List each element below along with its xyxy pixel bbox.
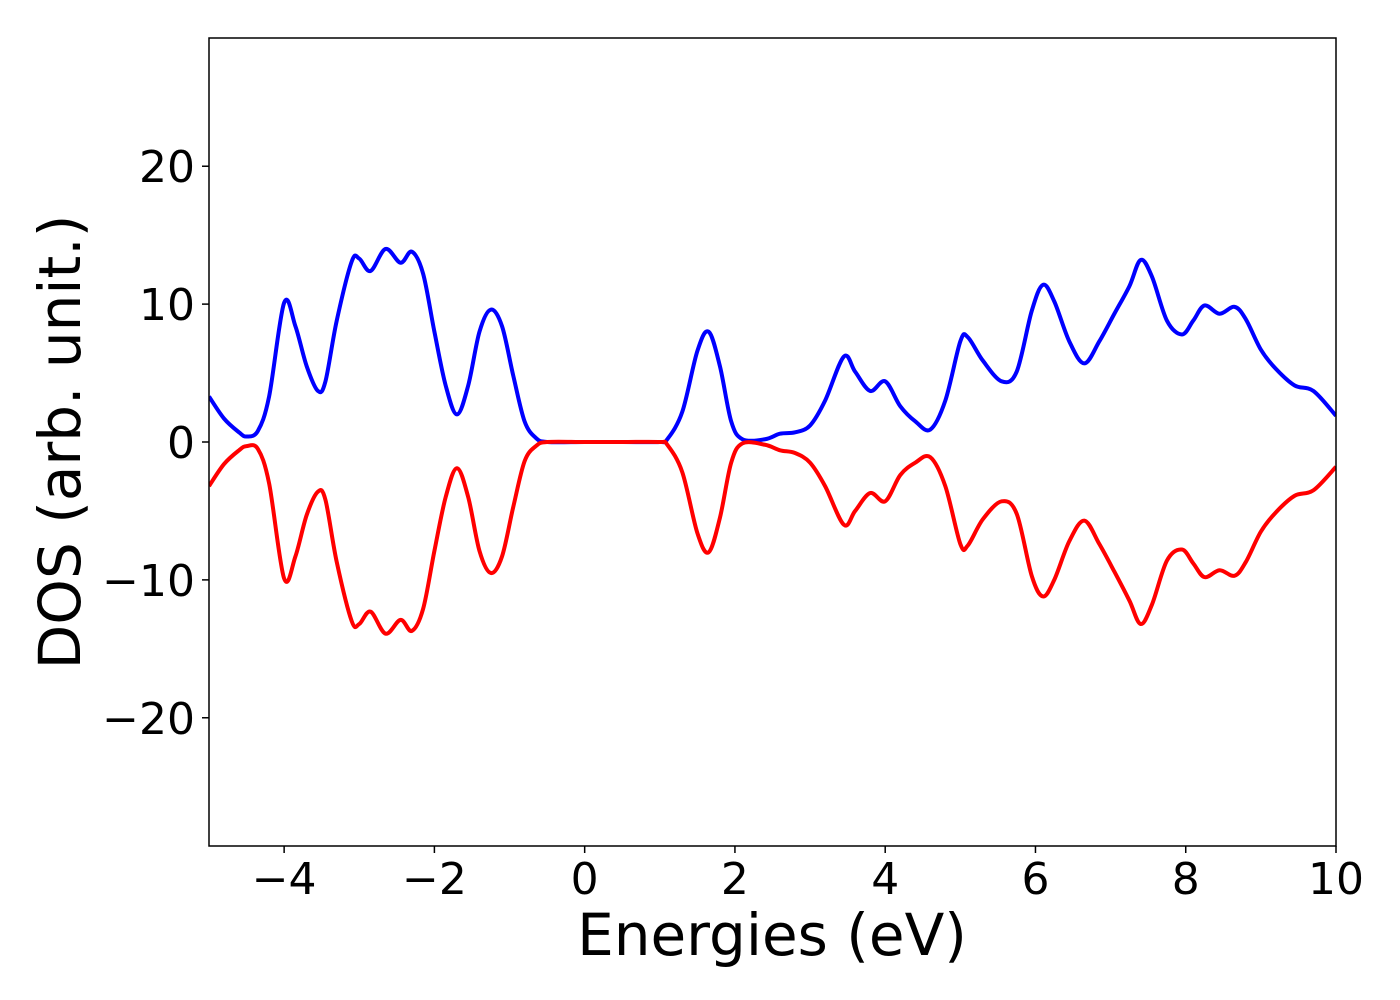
x-tick-label: 4: [871, 854, 899, 905]
y-tick-label: −20: [102, 694, 195, 745]
y-tick-label: 20: [139, 142, 195, 193]
y-tick-label: 0: [167, 418, 195, 469]
y-tick-label: −10: [102, 556, 195, 607]
x-tick-label: −2: [402, 854, 467, 905]
x-axis-label: Energies (eV): [577, 901, 967, 969]
x-tick-label: 8: [1172, 854, 1200, 905]
x-tick-label: 6: [1021, 854, 1049, 905]
y-tick-label: 10: [139, 280, 195, 331]
x-tick-label: −4: [252, 854, 317, 905]
x-tick-label: 2: [721, 854, 749, 905]
x-tick-label: 0: [571, 854, 599, 905]
plot-frame: [208, 37, 1337, 847]
y-axis-label: DOS (arb. unit.): [26, 215, 94, 670]
dos-line: [209, 439, 1336, 636]
x-tick-label: 10: [1308, 854, 1364, 905]
